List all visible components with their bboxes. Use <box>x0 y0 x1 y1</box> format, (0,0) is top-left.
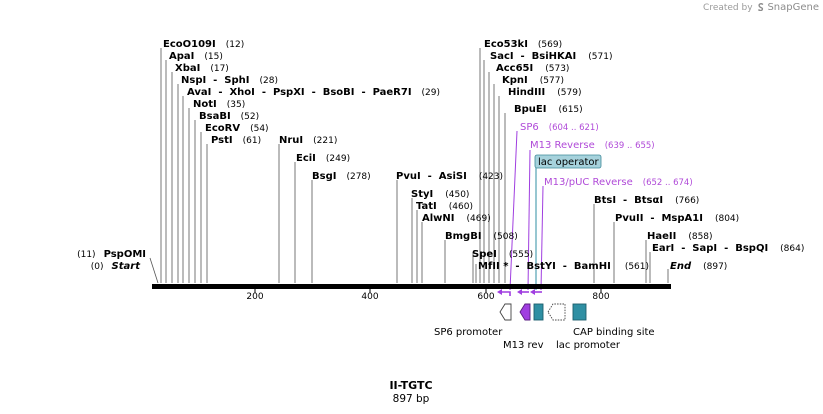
site-label[interactable]: StyI (450) <box>411 189 469 200</box>
site-label[interactable]: BmgBI (508) <box>445 231 518 242</box>
operator-label: lac operator <box>538 157 599 168</box>
site-label[interactable]: MfII * - BstYI - BamHI (561) <box>478 261 649 272</box>
feature-m13-rev[interactable] <box>519 303 531 321</box>
site-label[interactable]: SacI - BsiHKAI (571) <box>490 51 612 62</box>
site-label[interactable]: EcoRV (54) <box>205 123 269 134</box>
site-label[interactable]: PvuI - AsiSI (423) <box>396 171 503 182</box>
site-label[interactable]: EarI - SapI - BspQI (864) <box>652 243 804 254</box>
feature-lac-promoter[interactable] <box>547 303 566 321</box>
site-label[interactable]: TatI (460) <box>416 201 473 212</box>
plasmid-name: II-TGTC <box>389 379 432 392</box>
site-label[interactable]: BpuEI (615) <box>514 104 583 115</box>
site-label[interactable]: Eco53kI (569) <box>484 39 562 50</box>
site-label[interactable]: HaeII (858) <box>647 231 713 242</box>
site-label[interactable]: AlwNI (469) <box>422 213 491 224</box>
snapgene-branding: Created by SnapGene <box>703 2 819 13</box>
site-label[interactable]: PvuII - MspA1I (804) <box>615 213 739 224</box>
site-label-pspomi[interactable]: (11) PspOMI <box>77 249 146 260</box>
plasmid-length: 897 bp <box>393 393 430 405</box>
feature-label-cap-binding-site: CAP binding site <box>573 327 655 338</box>
ruler-tick-label: 400 <box>361 292 378 302</box>
feature-label-sp6-promoter: SP6 promoter <box>434 327 503 338</box>
site-label[interactable]: NotI (35) <box>193 99 245 110</box>
end-label: End (897) <box>670 261 727 272</box>
site-label[interactable]: NruI (221) <box>279 135 337 146</box>
site-label[interactable]: KpnI (577) <box>502 75 564 86</box>
site-label[interactable]: SpeI (555) <box>472 249 533 260</box>
backbone-ticks <box>254 289 602 293</box>
feature-label-m13-rev: M13 rev <box>503 340 544 351</box>
operator-label-badge[interactable]: lac operator <box>534 154 602 169</box>
site-label[interactable]: HindIII (579) <box>508 87 581 98</box>
site-label[interactable]: NspI - SphI (28) <box>181 75 278 86</box>
branding-prefix: Created by <box>703 3 753 13</box>
feature-label-lac-promoter: lac promoter <box>556 340 621 351</box>
start-label: (0) Start <box>91 261 141 272</box>
site-label[interactable]: BsaBI (52) <box>199 111 259 122</box>
site-label[interactable]: EcoO109I (12) <box>163 39 244 50</box>
ruler-tick-label: 200 <box>246 292 263 302</box>
feature-cap-binding-site[interactable] <box>572 303 587 321</box>
site-leader-lines <box>149 48 669 284</box>
site-label[interactable]: BsgI (278) <box>312 171 371 182</box>
site-label[interactable]: AvaI - XhoI - PspXI - BsoBI - PaeR7I (29) <box>187 87 440 98</box>
primer-arrows <box>497 289 542 296</box>
ruler-tick-label: 800 <box>592 292 609 302</box>
feature-sp6-promoter[interactable] <box>499 303 512 321</box>
site-label[interactable]: EciI (249) <box>296 153 350 164</box>
branding-name: SnapGene <box>767 2 819 13</box>
primer-label-sp6[interactable]: SP6 (604 .. 621) <box>520 122 599 133</box>
ruler-tick-label: 600 <box>477 292 494 302</box>
site-label[interactable]: BtsI - BtsαI (766) <box>594 195 699 206</box>
feature-lac-operator[interactable] <box>533 303 544 321</box>
site-label[interactable]: ApaI (15) <box>169 51 223 62</box>
site-label[interactable]: PstI (61) <box>211 135 261 146</box>
site-label[interactable]: Acc65I (573) <box>496 63 569 74</box>
primer-label-m13-reverse[interactable]: M13 Reverse (639 .. 655) <box>530 140 655 151</box>
snapgene-logo-icon <box>758 3 764 11</box>
site-label[interactable]: XbaI (17) <box>175 63 229 74</box>
primer-leader-lines <box>509 130 544 291</box>
primer-label-m13-puc-reverse[interactable]: M13/pUC Reverse (652 .. 674) <box>544 177 693 188</box>
sequence-backbone <box>152 284 671 289</box>
